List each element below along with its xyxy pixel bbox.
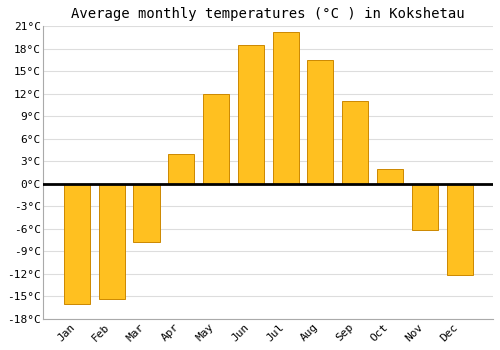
- Bar: [238, 45, 264, 184]
- Bar: [446, 184, 472, 275]
- Bar: [64, 184, 90, 304]
- Bar: [134, 184, 160, 242]
- Bar: [308, 60, 334, 184]
- Bar: [98, 184, 125, 299]
- Bar: [272, 32, 298, 184]
- Bar: [342, 101, 368, 184]
- Bar: [412, 184, 438, 230]
- Bar: [377, 169, 403, 184]
- Title: Average monthly temperatures (°C ) in Kokshetau: Average monthly temperatures (°C ) in Ko…: [72, 7, 465, 21]
- Bar: [203, 94, 229, 184]
- Bar: [168, 154, 194, 184]
